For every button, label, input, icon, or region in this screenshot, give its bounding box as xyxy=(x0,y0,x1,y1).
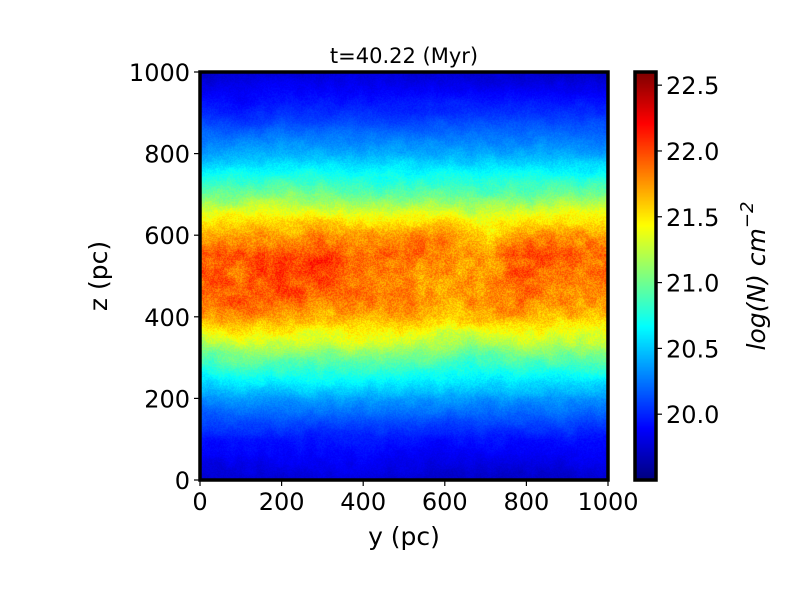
heatmap-image xyxy=(200,72,608,480)
chart-title: t=40.22 (Myr) xyxy=(330,44,478,68)
y-tick-label: 400 xyxy=(144,304,190,332)
y-tick-label: 1000 xyxy=(129,59,190,87)
x-axis-label: y (pc) xyxy=(368,522,440,551)
x-axis-ticks: 0 200 400 600 800 1000 xyxy=(192,480,639,516)
y-tick-label: 800 xyxy=(144,141,190,169)
colorbar-tick-label: 21.0 xyxy=(666,270,719,298)
colorbar-gradient xyxy=(635,72,656,480)
colorbar-frame xyxy=(633,70,658,482)
x-tick-label: 1000 xyxy=(577,488,638,516)
colorbar-label: log(N) cm−2 xyxy=(737,202,771,351)
y-tick-label: 200 xyxy=(144,385,190,413)
y-tick-label: 0 xyxy=(175,467,190,495)
x-tick-label: 400 xyxy=(340,488,386,516)
y-tick-label: 600 xyxy=(144,222,190,250)
x-tick-label: 600 xyxy=(422,488,468,516)
x-tick-label: 200 xyxy=(259,488,305,516)
colorbar-tick-label: 21.5 xyxy=(666,204,719,232)
y-axis-label: z (pc) xyxy=(84,241,113,311)
colorbar-tick-label: 20.0 xyxy=(666,401,719,429)
x-tick-label: 0 xyxy=(192,488,207,516)
colorbar-tick-label: 20.5 xyxy=(666,335,719,363)
plot-frame xyxy=(198,70,610,482)
colorbar-tick-label: 22.5 xyxy=(666,72,719,100)
colorbar-ticks: 20.0 20.5 21.0 21.5 22.0 22.5 xyxy=(656,72,719,429)
y-axis-ticks: 0 200 400 600 800 1000 xyxy=(129,59,200,495)
colorbar-tick-label: 22.0 xyxy=(666,138,719,166)
x-tick-label: 800 xyxy=(503,488,549,516)
